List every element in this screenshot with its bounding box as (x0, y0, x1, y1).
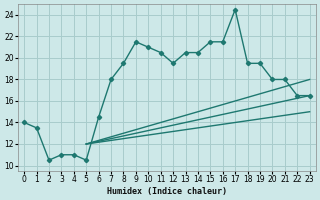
X-axis label: Humidex (Indice chaleur): Humidex (Indice chaleur) (107, 187, 227, 196)
